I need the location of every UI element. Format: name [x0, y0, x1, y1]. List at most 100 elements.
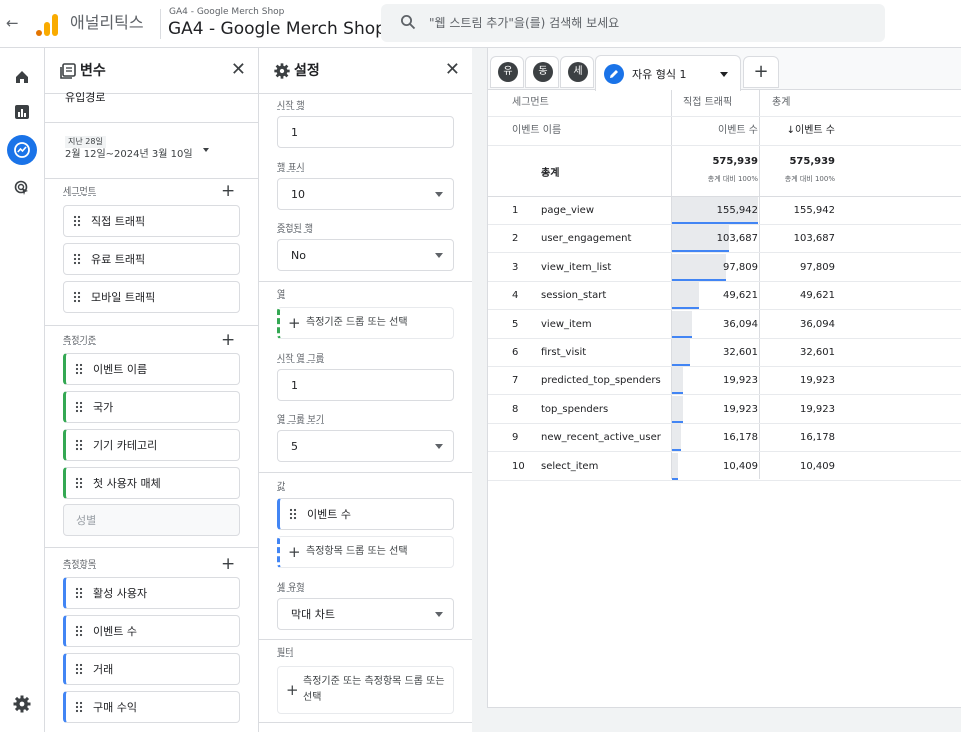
values-drop-zone[interactable]: + 측정항목 드롭 또는 선택 — [277, 536, 454, 568]
tab-1[interactable]: 유 — [490, 56, 524, 88]
start-row-input[interactable]: 1 — [277, 116, 454, 148]
tab-2[interactable]: 동 — [525, 56, 559, 88]
metric-chip[interactable]: 거래 — [63, 653, 240, 685]
drag-handle-icon[interactable] — [75, 663, 83, 675]
tab-initial: 유 — [498, 62, 518, 82]
metric-chip[interactable]: 이벤트 수 — [63, 615, 240, 647]
segment-chip[interactable]: 유료 트래픽 — [63, 243, 240, 275]
search-bar[interactable]: "웹 스트림 추가"을(를) 검색해 보세요 — [381, 4, 885, 42]
columns-drop-zone[interactable]: + 측정기준 드롭 또는 선택 — [277, 307, 454, 339]
tab-3[interactable]: 세 — [560, 56, 594, 88]
bar-fill — [672, 367, 683, 396]
table-row[interactable]: 3 view_item_list 97,809 97,809 — [488, 253, 961, 282]
tab-name: 자유 형식 1 — [632, 68, 687, 81]
bar-fill — [672, 197, 758, 225]
metric-col-header-sorted[interactable]: ↓이벤트 수 — [786, 125, 835, 136]
chevron-down-icon[interactable] — [720, 72, 728, 77]
drag-handle-icon[interactable] — [75, 363, 83, 375]
cell-type-label: 셀 유형 — [277, 583, 305, 593]
table-row[interactable]: 2 user_engagement 103,687 103,687 — [488, 225, 961, 254]
direct-value: 19,923 — [723, 403, 758, 415]
table-row[interactable]: 8 top_spenders 19,923 19,923 — [488, 395, 961, 424]
table-row[interactable]: 5 view_item 36,094 36,094 — [488, 310, 961, 339]
bar-underline — [672, 222, 758, 224]
date-range-value[interactable]: 2월 12일~2024년 3월 10일 — [65, 149, 193, 160]
explore-icon[interactable] — [7, 135, 37, 165]
add-metric-button[interactable]: + — [221, 554, 236, 574]
total-value: 155,942 — [793, 205, 835, 216]
direct-value: 10,409 — [723, 460, 758, 472]
home-icon[interactable] — [10, 65, 34, 89]
dimension-chip[interactable]: 첫 사용자 매체 — [63, 467, 240, 499]
dimension-chip-label: 기기 카테고리 — [93, 439, 158, 452]
segment-chip[interactable]: 직접 트래픽 — [63, 205, 240, 237]
dimension-chip[interactable]: 국가 — [63, 391, 240, 423]
bar-fill — [672, 339, 690, 367]
close-icon[interactable]: ✕ — [444, 59, 460, 80]
value-chip[interactable]: 이벤트 수 — [277, 498, 454, 530]
table-row[interactable]: 10 select_item 10,409 10,409 — [488, 452, 961, 481]
metric-chip-label: 구매 수익 — [93, 701, 137, 714]
totals-total: 575,939 — [789, 156, 835, 167]
add-dimension-button[interactable]: + — [221, 330, 236, 350]
rows-select[interactable]: 10 — [277, 178, 454, 210]
table-row[interactable]: 6 first_visit 32,601 32,601 — [488, 339, 961, 367]
drag-handle-icon[interactable] — [75, 401, 83, 413]
metric-chip[interactable]: 활성 사용자 — [63, 577, 240, 609]
divider — [259, 722, 472, 723]
table-row[interactable]: 4 session_start 49,621 49,621 — [488, 282, 961, 311]
drag-handle-icon[interactable] — [75, 439, 83, 451]
row-number: 7 — [512, 375, 519, 387]
bar-fill — [672, 310, 692, 339]
account-path[interactable]: GA4 - Google Merch Shop — [169, 7, 285, 17]
event-name: session_start — [541, 290, 607, 302]
close-icon[interactable]: ✕ — [230, 59, 246, 80]
drag-handle-icon[interactable] — [75, 625, 83, 637]
rows-label: 행 표시 — [277, 163, 305, 173]
chevron-down-icon[interactable] — [203, 148, 209, 152]
drag-handle-icon[interactable] — [73, 215, 81, 227]
start-col-input[interactable]: 1 — [277, 369, 454, 401]
segment-chip[interactable]: 모바일 트래픽 — [63, 281, 240, 313]
totals-direct: 575,939 — [712, 156, 758, 167]
drag-handle-icon[interactable] — [73, 291, 81, 303]
chevron-down-icon — [435, 444, 443, 449]
total-col-header: 총계 — [772, 97, 791, 108]
segment-chip-label: 유료 트래픽 — [91, 253, 146, 266]
tab-freeform[interactable]: 자유 형식 1 — [595, 55, 741, 91]
table-row[interactable]: 7 predicted_top_spenders 19,923 19,923 — [488, 367, 961, 396]
variables-panel: 변수 ✕ 유입경로 지난 28일 2월 12일~2024년 3월 10일 세그먼… — [44, 48, 258, 732]
nested-rows-select[interactable]: No — [277, 239, 454, 271]
table-row[interactable]: 9 new_recent_active_user 16,178 16,178 — [488, 424, 961, 453]
dim-col-header[interactable]: 이벤트 이름 — [512, 125, 562, 136]
col-groups-select[interactable]: 5 — [277, 430, 454, 462]
advertising-icon[interactable] — [10, 176, 34, 200]
cell-type-select[interactable]: 막대 차트 — [277, 598, 454, 630]
gear-icon[interactable] — [12, 694, 32, 714]
drag-handle-icon[interactable] — [75, 477, 83, 489]
metric-col-header[interactable]: 이벤트 수 — [718, 125, 758, 136]
direct-value: 97,809 — [723, 261, 758, 273]
direct-value: 32,601 — [723, 347, 758, 358]
drag-handle-icon[interactable] — [75, 587, 83, 599]
drag-handle-icon[interactable] — [73, 253, 81, 265]
add-tab-button[interactable]: + — [743, 56, 779, 88]
reports-icon[interactable] — [10, 100, 34, 124]
table-row[interactable]: 1 page_view 155,942 155,942 — [488, 197, 961, 225]
dimension-chip-disabled[interactable]: 성별 — [63, 504, 240, 536]
metric-chip[interactable]: 구매 수익 — [63, 691, 240, 723]
filters-drop-zone[interactable]: + 측정기준 또는 측정항목 드롭 또는 선택 — [277, 666, 454, 714]
analytics-logo[interactable] — [35, 12, 59, 36]
drag-handle-icon[interactable] — [75, 701, 83, 713]
event-name: select_item — [541, 460, 599, 472]
dimension-chip[interactable]: 이벤트 이름 — [63, 353, 240, 385]
property-name[interactable]: GA4 - Google Merch Shop — [168, 19, 386, 39]
add-segment-button[interactable]: + — [221, 181, 236, 201]
column-divider — [759, 90, 760, 479]
arrow-left-icon[interactable]: ← — [6, 14, 19, 32]
exploration-name[interactable]: 유입경로 — [65, 91, 106, 104]
dimension-chip[interactable]: 기기 카테고리 — [63, 429, 240, 461]
metric-chip-label: 활성 사용자 — [93, 587, 148, 600]
